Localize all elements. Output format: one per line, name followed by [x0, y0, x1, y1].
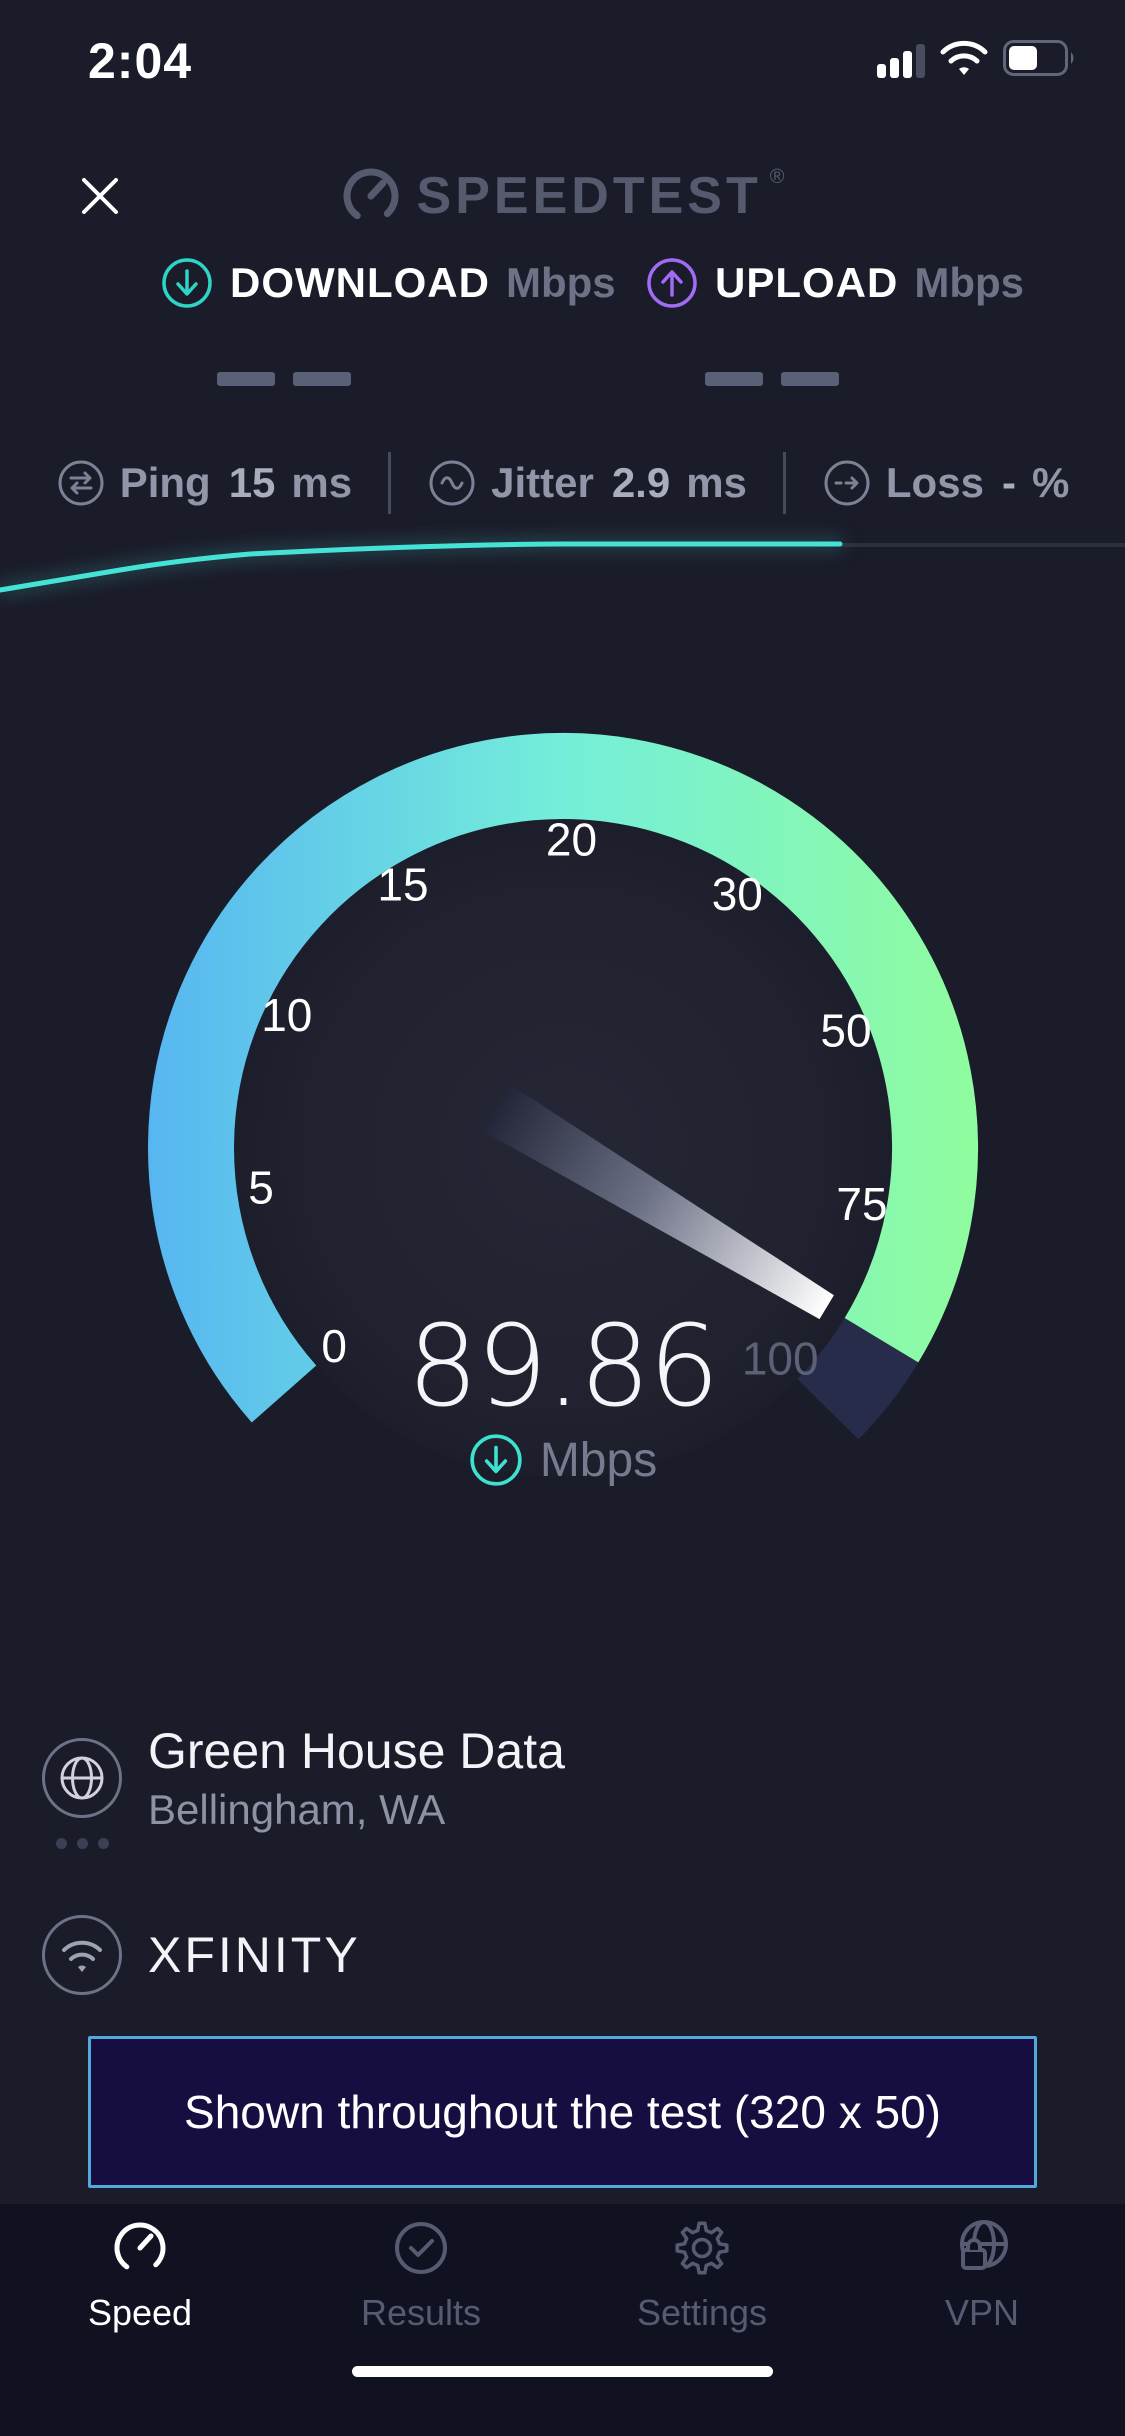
logo-text: SPEEDTEST: [416, 167, 762, 225]
download-unit: Mbps: [505, 259, 616, 306]
tab-vpn[interactable]: VPN: [872, 2218, 1092, 2334]
isp-name: XFINITY: [148, 1927, 361, 1983]
gauge-tick-label: 30: [712, 868, 763, 920]
download-placeholder: [217, 372, 351, 386]
server-options-ellipsis: [56, 1838, 109, 1849]
tab-speed[interactable]: Speed: [30, 2218, 250, 2334]
isp-wifi-icon: [42, 1915, 122, 1995]
server-location: Bellingham, WA: [148, 1786, 446, 1833]
ping-metric: Ping 15 ms: [56, 458, 352, 508]
download-arrow-icon: [162, 258, 212, 308]
server-globe-icon: [42, 1738, 122, 1818]
ad-banner[interactable]: Shown throughout the test (320 x 50): [88, 2036, 1037, 2188]
results-check-icon: [395, 2222, 447, 2274]
speedtest-gauge-icon: [343, 168, 399, 224]
jitter-metric: Jitter 2.9 ms: [427, 458, 747, 508]
upload-arrow-icon: [647, 258, 697, 308]
speedtest-logo: SPEEDTEST ®: [0, 164, 1125, 228]
loss-metric: Loss - %: [822, 458, 1069, 508]
status-icons: [877, 38, 1077, 78]
vpn-globe-lock-icon: [960, 2220, 1008, 2270]
gauge-tick-label: 75: [836, 1178, 887, 1230]
gauge-tick-label: 0: [321, 1320, 347, 1372]
gauge-unit-label: Mbps: [539, 1433, 658, 1487]
tab-results[interactable]: Results: [311, 2218, 531, 2334]
ping-icon: [58, 460, 104, 506]
upload-unit: Mbps: [914, 259, 1024, 306]
gauge-progress-arc: [148, 733, 978, 1423]
gauge-tick-label: 50: [820, 1004, 871, 1056]
download-label: DOWNLOAD: [230, 259, 490, 306]
wifi-icon: [940, 40, 988, 75]
close-button[interactable]: [70, 166, 130, 226]
separator: [782, 452, 786, 514]
download-arrow-icon: [470, 1434, 522, 1486]
loss-icon: [824, 460, 870, 506]
tab-settings[interactable]: Settings: [592, 2218, 812, 2334]
cellular-signal-icon: [877, 38, 925, 78]
latency-metrics: Ping 15 ms Jitter 2.9 ms Loss - %: [0, 452, 1125, 514]
speed-sparkline: [0, 541, 1125, 593]
gauge-needle: [482, 1084, 834, 1320]
upload-placeholder: [705, 372, 839, 386]
separator: [388, 452, 392, 514]
speed-tab-icon: [114, 2222, 166, 2274]
gauge-tick-label: 15: [377, 859, 428, 911]
jitter-icon: [429, 460, 475, 506]
status-time: 2:04: [88, 33, 193, 89]
status-bar: 2:04: [0, 30, 1125, 94]
ad-text: Shown throughout the test (320 x 50): [184, 2086, 941, 2138]
tab-bar: Speed Results Settings VPN: [0, 2204, 1125, 2436]
home-indicator[interactable]: [352, 2366, 773, 2377]
settings-gear-icon: [675, 2221, 729, 2275]
gauge-value: 89.86: [407, 1302, 720, 1432]
speed-gauge: 0 5 10 15 20 30 50 75 100: [148, 733, 979, 1477]
battery-icon: [1003, 40, 1074, 76]
upload-label: UPLOAD: [715, 259, 899, 306]
gauge-tick-label: 100: [742, 1332, 819, 1384]
registered-mark: ®: [769, 166, 785, 188]
gauge-unit-row: Mbps: [0, 1432, 1125, 1488]
server-name: Green House Data: [148, 1723, 565, 1779]
upload-header: UPLOAD Mbps: [645, 255, 1024, 311]
gauge-tick-label: 20: [546, 813, 597, 865]
gauge-tick-label: 10: [261, 989, 312, 1041]
download-header: DOWNLOAD Mbps: [160, 255, 616, 311]
gauge-tick-label: 5: [248, 1161, 274, 1213]
